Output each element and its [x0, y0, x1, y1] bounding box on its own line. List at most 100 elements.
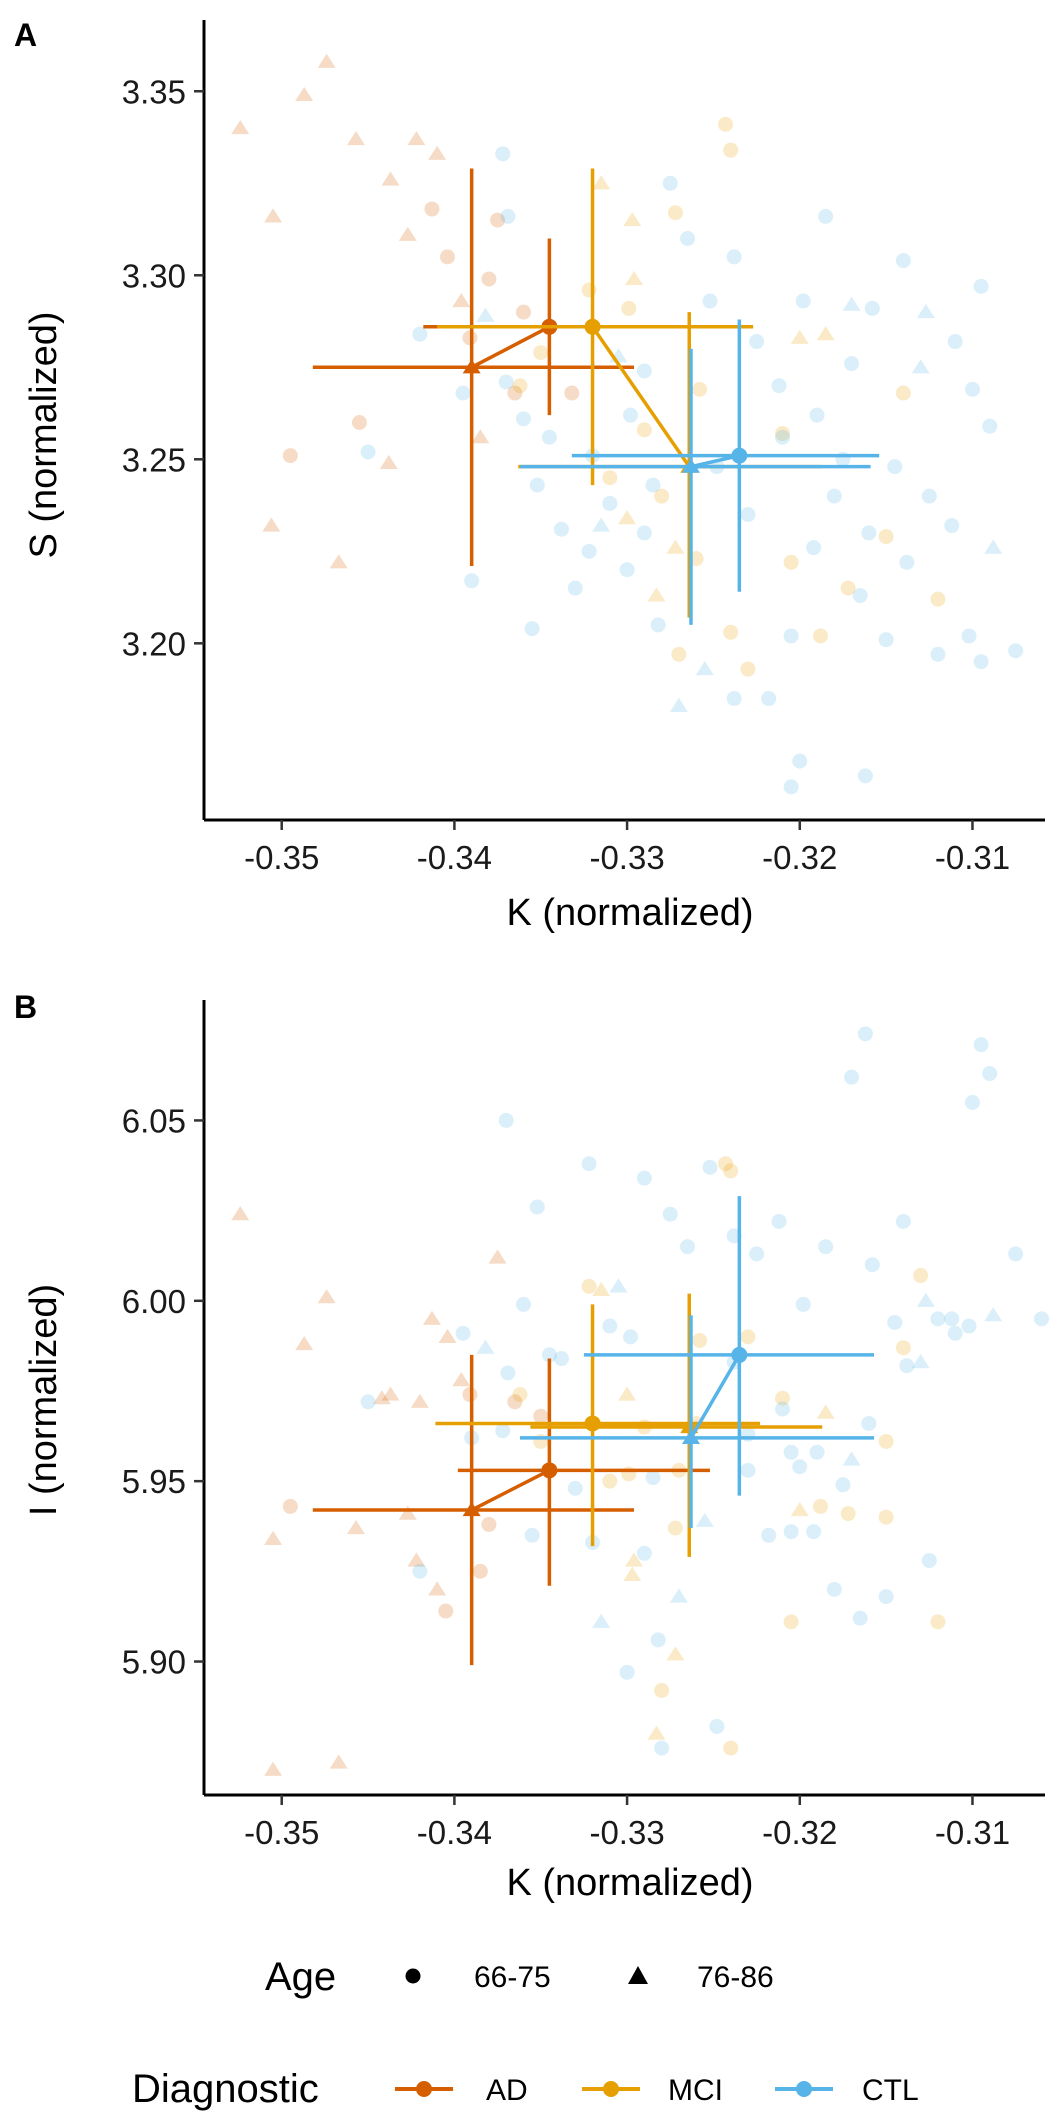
panel-b-point-mci-18	[840, 1506, 856, 1522]
panel-a-point-mci-8	[666, 539, 685, 554]
panel-b-point-ad-22	[438, 1603, 454, 1619]
panel-a-point-ctl-10	[476, 307, 495, 322]
panel-a-point-mci-16	[783, 554, 799, 570]
panel-b-point-ctl-68	[541, 1347, 557, 1363]
panel-a-point-ad-15	[329, 554, 348, 569]
panel-a-x-tick-label-0: -0.35	[244, 839, 319, 876]
panel-b-point-mci-11	[602, 1473, 618, 1489]
panel-a-point-ctl-25	[916, 303, 935, 319]
panel-a-mean-ctl-76-86	[681, 458, 700, 473]
panel-b-point-mci-7	[692, 1332, 708, 1348]
panel-a-point-ctl-37	[783, 628, 799, 644]
legend-item-ctl: CTL	[862, 2074, 919, 2107]
panel-b-point-ctl-47	[592, 1613, 611, 1628]
panel-a-point-mci-26	[581, 282, 597, 298]
panel-b-point-ctl-44	[669, 1588, 688, 1603]
panel-a-point-ctl-32	[899, 554, 915, 570]
panel-b-point-mci-1	[624, 1552, 643, 1567]
panel-b-point-mci-17	[813, 1498, 829, 1514]
panel-b-point-ctl-8	[515, 1296, 531, 1312]
panel-a-point-mci-7	[692, 381, 708, 397]
panel-b-connector-ctl	[689, 1354, 741, 1439]
panel-a-point-ctl-67	[636, 525, 652, 541]
panel-a-point-ctl-13	[500, 208, 516, 224]
panel-b-point-ctl-46	[619, 1664, 635, 1680]
panel-a-x-tick-label-2: -0.33	[589, 839, 664, 876]
panel-a-point-ad-21	[351, 415, 367, 430]
panel-a-point-ctl-2	[636, 363, 652, 379]
panel-b-point-ad-9	[407, 1552, 426, 1567]
panel-a-point-mci-5	[718, 116, 734, 132]
panel-b-point-ad-3	[264, 1530, 283, 1545]
panel-b-point-mci-4	[592, 1281, 611, 1297]
legend-diagnostic-title: Diagnostic	[132, 2067, 319, 2111]
panel-b-point-ad-20	[410, 1393, 429, 1408]
panel-a-point-mci-0	[623, 211, 642, 227]
panel-a-point-ctl-24	[895, 253, 911, 269]
panel-b-mean-ctl-66-75	[731, 1346, 748, 1363]
panel-b-point-ctl-41	[857, 1026, 873, 1042]
panel-a-point-mci-25	[512, 378, 528, 394]
panel-a-point-ctl-31	[930, 646, 946, 662]
panel-b-point-mci-9	[654, 1682, 670, 1698]
panel-b-point-ad-18	[452, 1372, 471, 1387]
panel-a-point-ad-0	[231, 119, 250, 135]
panel-a-point-ctl-55	[775, 429, 791, 445]
panel-b-y-tick-label-2: 6.00	[122, 1283, 186, 1320]
panel-a-summary	[312, 168, 880, 625]
panel-b-point-ctl-13	[500, 1365, 516, 1381]
panel-a-point-ctl-46	[619, 562, 635, 578]
panel-a-point-ad-4	[381, 171, 400, 186]
panel-a-point-mci-6	[723, 142, 739, 158]
panel-b-point-ctl-19	[771, 1213, 787, 1229]
panel-a-point-ctl-1	[623, 407, 639, 423]
panel-a-point-ctl-33	[878, 632, 894, 648]
panel-b-point-ctl-43	[695, 1512, 714, 1527]
legend-item-ad: AD	[486, 2074, 528, 2107]
panel-a-point-ad-5	[407, 130, 426, 146]
panel-a-point-ad-7	[398, 226, 417, 241]
panel-a-point-ctl-23	[864, 300, 880, 316]
panel-b-point-ad-13	[428, 1581, 447, 1596]
panel-a-point-mci-13	[647, 587, 666, 602]
panel-b-point-ctl-62	[1008, 1246, 1024, 1262]
panel-b-mean-ad-66-75	[541, 1462, 558, 1479]
panel-a-point-ctl-54	[740, 507, 756, 523]
panel-b-point-ctl-22	[844, 1069, 860, 1085]
panel-a-point-ctl-41	[857, 768, 873, 784]
panel-b-x-tick-label-3: -0.32	[762, 1814, 837, 1851]
panel-b-x-axis-title: K (normalized)	[506, 1862, 753, 1904]
panel-b-point-mci-0	[623, 1566, 642, 1582]
panel-a-y-tick-label-2: 3.30	[122, 257, 186, 294]
panel-b-point-mci-15	[740, 1329, 756, 1345]
panel-b-point-ctl-70	[740, 1462, 756, 1478]
panel-b-y-tick-label-3: 6.05	[122, 1102, 186, 1139]
panel-a-point-mci-11	[602, 470, 618, 486]
panel-a-point-mci-18	[840, 580, 856, 596]
panel-b-point-ctl-48	[567, 1480, 583, 1496]
panel-label-a: A	[14, 17, 37, 53]
panel-a-point-mci-12	[618, 510, 637, 525]
panel-b-point-ad-0	[231, 1206, 250, 1221]
panel-a-point-ctl-20	[795, 293, 811, 309]
panel-a-x-tick-label-1: -0.34	[417, 839, 492, 876]
panel-b-point-ctl-14	[662, 1206, 678, 1222]
panel-b-point-ad-7	[346, 1519, 365, 1535]
panel-b-point-ctl-45	[650, 1632, 666, 1648]
panel-a-point-ctl-30	[961, 628, 977, 644]
panel-a-point-ad-14	[379, 454, 398, 470]
panel-b-point-ctl-31	[930, 1311, 946, 1327]
panel-a-point-ctl-5	[581, 543, 597, 559]
panel-b-point-ctl-30	[961, 1318, 977, 1334]
legend-age-title: Age	[265, 1955, 336, 1999]
panel-b-point-ctl-58	[861, 1415, 877, 1431]
panel-a-y-tick-label-1: 3.25	[122, 441, 186, 478]
panel-b-point-ctl-49	[524, 1527, 540, 1543]
panel-a-point-mci-15	[740, 661, 756, 677]
panel-a-point-ad-20	[428, 145, 447, 160]
panel-a-point-ctl-62	[973, 654, 989, 670]
panel-b-point-ctl-29	[984, 1307, 1003, 1322]
legend-mci-marker	[603, 2081, 619, 2097]
panel-b-x-tick-label-1: -0.34	[417, 1814, 492, 1851]
